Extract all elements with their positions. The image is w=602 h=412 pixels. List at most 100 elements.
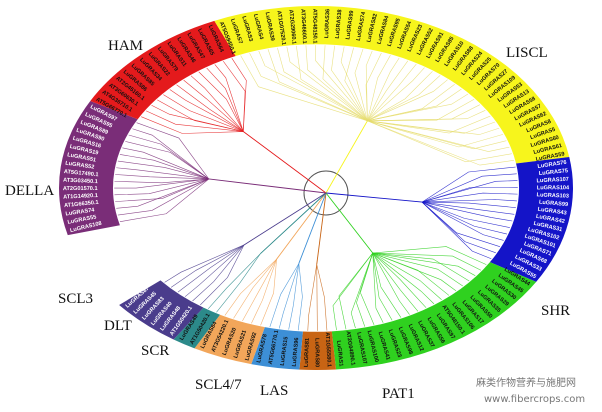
leaf-branch bbox=[367, 55, 391, 121]
leaf-label-shr: LuGRAS75 bbox=[539, 168, 569, 177]
leaf-branch bbox=[367, 57, 400, 121]
leaf-branch bbox=[116, 167, 209, 180]
leaf-branch bbox=[136, 122, 210, 180]
leaf-label-liscl: AT5G48150.1 bbox=[311, 9, 317, 44]
leaf-branch bbox=[114, 178, 209, 196]
leaf-branch bbox=[367, 115, 491, 134]
leaf-branch bbox=[231, 57, 247, 132]
leaf-branch bbox=[192, 244, 245, 302]
leaf-branch bbox=[258, 50, 368, 122]
leaf-branch bbox=[367, 60, 409, 121]
leaf-label-shr: LuGRAS42 bbox=[535, 214, 565, 225]
leaf-branch bbox=[367, 120, 504, 148]
leaf-label-della: LuGRAS52 bbox=[65, 161, 95, 171]
leaf-branch bbox=[421, 201, 496, 254]
watermark-chinese: 麻类作物营养与施肥网 bbox=[476, 376, 576, 389]
leaf-branch bbox=[169, 89, 244, 132]
leaf-branch bbox=[114, 178, 209, 184]
leaf-branch bbox=[128, 134, 209, 180]
branch-scl3 bbox=[243, 192, 327, 246]
leaf-branch bbox=[367, 120, 500, 135]
leaf-branch bbox=[115, 174, 209, 180]
leaf-branch bbox=[372, 252, 450, 296]
band-pat1 bbox=[331, 262, 537, 370]
band-scr bbox=[194, 314, 265, 365]
leaf-branch bbox=[421, 201, 510, 228]
leaf-label-liscl: LuGRAS74 bbox=[356, 11, 368, 42]
leaf-branch bbox=[367, 120, 512, 163]
clade-label-scr: SCR bbox=[141, 343, 169, 359]
leaf-branch bbox=[249, 52, 368, 122]
leaf-branch bbox=[115, 178, 209, 202]
leaf-branch bbox=[233, 258, 277, 319]
leaf-label-las: LuGRAS81 bbox=[304, 338, 311, 367]
branch-dlt bbox=[260, 192, 327, 254]
band-scl3 bbox=[119, 280, 204, 340]
leaf-branch bbox=[350, 252, 374, 329]
leaf-branch bbox=[344, 47, 368, 121]
clade-label-shr: SHR bbox=[541, 303, 570, 319]
leaf-label-pat1: LuGRAS1 bbox=[335, 340, 344, 367]
branch-della bbox=[208, 178, 327, 194]
leaf-branch bbox=[198, 71, 244, 132]
leaf-branch bbox=[307, 264, 318, 331]
branch-ham bbox=[243, 131, 327, 194]
leaf-branch bbox=[421, 173, 517, 203]
leaf-branch bbox=[216, 253, 261, 313]
leaf-branch bbox=[163, 94, 244, 132]
clade-label-della: DELLA bbox=[5, 183, 54, 199]
leaf-label-liscl: AT1G07520.1 bbox=[275, 10, 286, 45]
leaf-branch bbox=[372, 252, 393, 321]
leaf-branch bbox=[372, 246, 487, 265]
leaf-branch bbox=[125, 141, 209, 180]
leaf-branch bbox=[422, 201, 513, 222]
band-scl47 bbox=[251, 327, 303, 370]
leaf-label-liscl: LuGRAS39 bbox=[264, 12, 275, 42]
leaf-branch bbox=[332, 252, 373, 331]
leaf-branch bbox=[372, 252, 476, 276]
leaf-label-shr: LuGRAS99 bbox=[539, 200, 569, 209]
leaf-label-las: LuGRAS80 bbox=[314, 338, 320, 367]
leaf-branch bbox=[365, 52, 382, 121]
leaf-branch bbox=[132, 128, 210, 180]
leaf-label-della: LuGRAS55 bbox=[67, 214, 97, 225]
leaf-branch bbox=[367, 110, 486, 122]
clade-label-pat1: PAT1 bbox=[382, 386, 415, 402]
leaf-branch bbox=[367, 63, 417, 121]
leaf-branch bbox=[372, 253, 384, 323]
leaf-branch bbox=[372, 252, 435, 305]
leaf-branch bbox=[372, 252, 427, 308]
leaf-branch bbox=[354, 48, 368, 121]
leaf-branch bbox=[288, 263, 300, 330]
leaf-branch bbox=[278, 263, 300, 329]
leaf-branch bbox=[240, 55, 368, 122]
leaf-branch bbox=[296, 45, 368, 122]
leaf-branch bbox=[367, 120, 507, 150]
leaf-branch bbox=[421, 201, 508, 235]
tree-root bbox=[303, 170, 349, 216]
band-shr bbox=[489, 157, 573, 282]
leaf-branch bbox=[177, 244, 245, 293]
watermark-url: www.fibercrops.com bbox=[484, 394, 585, 405]
leaf-branch bbox=[360, 252, 375, 325]
leaf-branch bbox=[316, 264, 328, 331]
leaf-branch bbox=[367, 120, 514, 166]
leaf-branch bbox=[190, 75, 244, 132]
leaf-branch bbox=[372, 252, 419, 312]
leaf-label-shr: LuGRAS43 bbox=[537, 207, 567, 217]
leaf-branch bbox=[157, 99, 244, 132]
leaf-branch bbox=[340, 46, 368, 121]
branch-liscl bbox=[325, 120, 368, 194]
clade-label-scl3: SCL3 bbox=[58, 291, 93, 307]
leaf-branch bbox=[367, 88, 462, 122]
leaf-branch bbox=[122, 147, 209, 180]
tree-branches bbox=[114, 45, 518, 331]
leaf-branch bbox=[184, 244, 245, 297]
leaf-label-scl47: LuGRAS15 bbox=[280, 336, 290, 366]
leaf-branch bbox=[372, 252, 457, 292]
leaf-label-della: AT2G01570.1 bbox=[63, 186, 98, 192]
clade-label-liscl: LISCL bbox=[506, 45, 548, 61]
leaf-branch bbox=[367, 93, 469, 122]
leaf-branch bbox=[421, 166, 516, 203]
